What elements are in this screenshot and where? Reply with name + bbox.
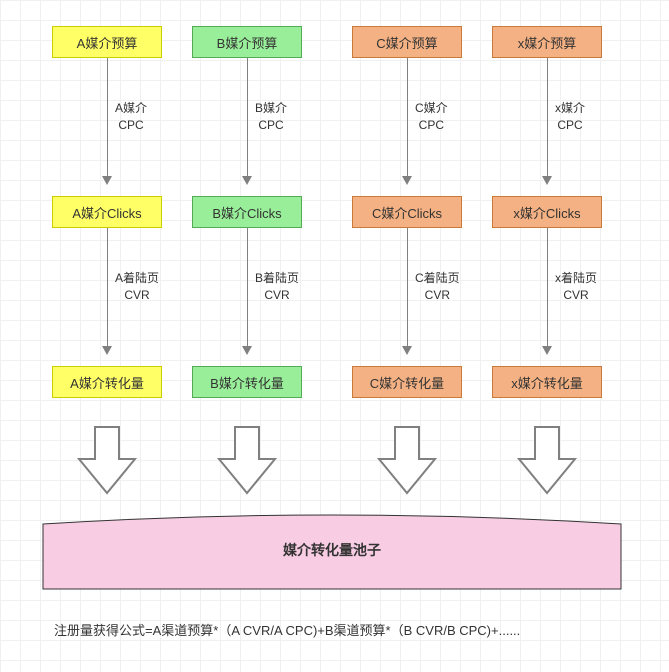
- block-arrow-x: [517, 425, 577, 495]
- node-B-clicks: B媒介Clicks: [192, 196, 302, 228]
- node-label: B媒介预算: [217, 33, 278, 52]
- edge-line: [407, 58, 408, 176]
- edge-line: [407, 228, 408, 346]
- edge-label-cpc: B媒介 CPC: [255, 100, 287, 134]
- edge-label-cpc: A媒介 CPC: [115, 100, 147, 134]
- node-x-conv: x媒介转化量: [492, 366, 602, 398]
- node-label: x媒介Clicks: [513, 203, 580, 222]
- edge-label-cvr: A着陆页 CVR: [115, 270, 159, 304]
- pool-label: 媒介转化量池子: [283, 540, 381, 560]
- node-C-budget: C媒介预算: [352, 26, 462, 58]
- edge-arrowhead: [242, 176, 252, 185]
- block-arrow-C: [377, 425, 437, 495]
- node-label: x媒介预算: [518, 33, 577, 52]
- node-label: C媒介预算: [376, 33, 437, 52]
- edge-label-cpc: x媒介 CPC: [555, 100, 585, 134]
- edge-arrowhead: [242, 346, 252, 355]
- node-label: A媒介预算: [77, 33, 138, 52]
- formula-text: 注册量获得公式=A渠道预算*（A CVR/A CPC)+B渠道预算*（B CVR…: [54, 620, 520, 639]
- edge-line: [247, 58, 248, 176]
- block-arrow-A: [77, 425, 137, 495]
- edge-line: [107, 228, 108, 346]
- node-x-clicks: x媒介Clicks: [492, 196, 602, 228]
- edge-line: [247, 228, 248, 346]
- node-A-budget: A媒介预算: [52, 26, 162, 58]
- edge-label-cpc: C媒介 CPC: [415, 100, 448, 134]
- edge-line: [547, 228, 548, 346]
- node-label: A媒介Clicks: [72, 203, 141, 222]
- edge-arrowhead: [102, 176, 112, 185]
- block-arrow-B: [217, 425, 277, 495]
- node-label: B媒介转化量: [210, 373, 284, 392]
- node-label: A媒介转化量: [70, 373, 144, 392]
- edge-arrowhead: [542, 176, 552, 185]
- edge-arrowhead: [402, 176, 412, 185]
- node-label: C媒介Clicks: [372, 203, 442, 222]
- edge-label-cvr: x着陆页 CVR: [555, 270, 597, 304]
- node-label: C媒介转化量: [370, 373, 444, 392]
- edge-arrowhead: [542, 346, 552, 355]
- node-A-clicks: A媒介Clicks: [52, 196, 162, 228]
- node-label: B媒介Clicks: [212, 203, 281, 222]
- node-B-conv: B媒介转化量: [192, 366, 302, 398]
- node-C-conv: C媒介转化量: [352, 366, 462, 398]
- edge-line: [547, 58, 548, 176]
- node-A-conv: A媒介转化量: [52, 366, 162, 398]
- edge-arrowhead: [102, 346, 112, 355]
- edge-line: [107, 58, 108, 176]
- node-B-budget: B媒介预算: [192, 26, 302, 58]
- edge-label-cvr: C着陆页 CVR: [415, 270, 460, 304]
- edge-arrowhead: [402, 346, 412, 355]
- node-x-budget: x媒介预算: [492, 26, 602, 58]
- node-C-clicks: C媒介Clicks: [352, 196, 462, 228]
- conversion-pool: 媒介转化量池子: [42, 510, 622, 590]
- node-label: x媒介转化量: [511, 373, 583, 392]
- edge-label-cvr: B着陆页 CVR: [255, 270, 299, 304]
